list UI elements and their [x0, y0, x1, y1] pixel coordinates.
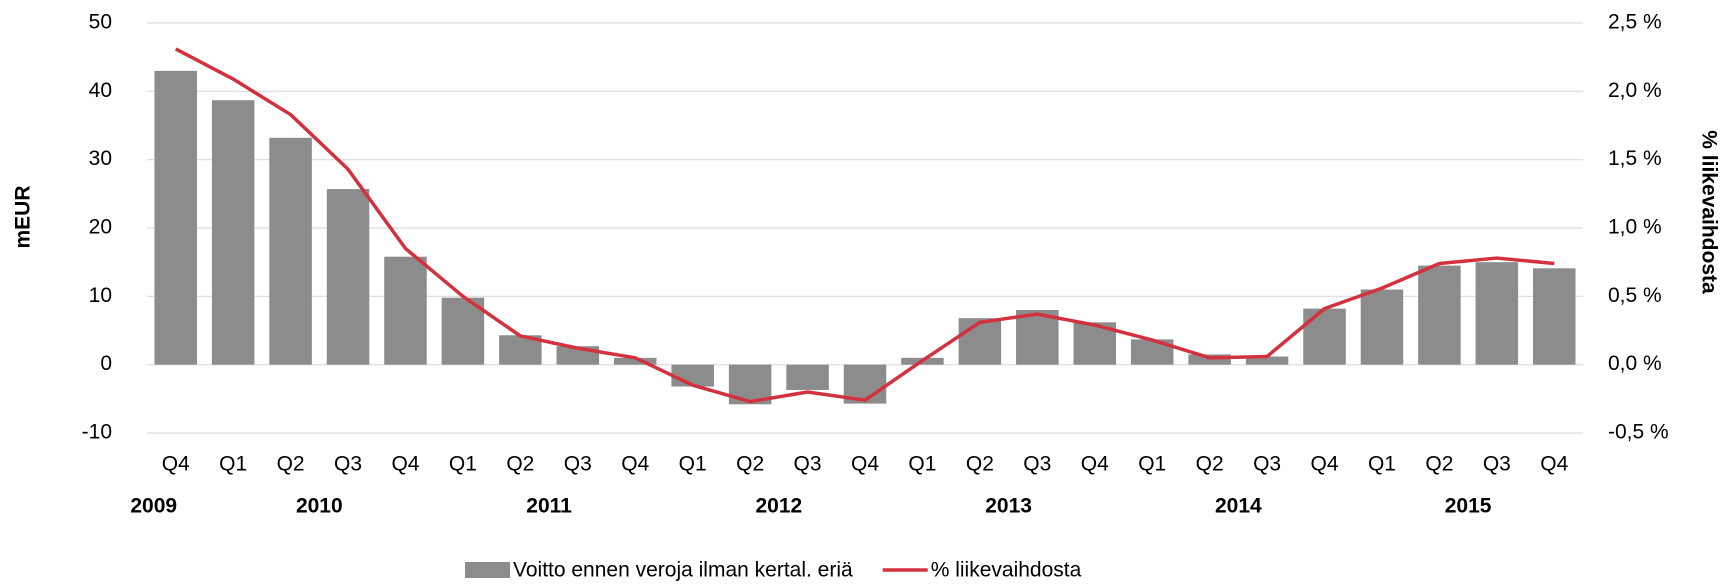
x-tick-label: Q2 — [506, 453, 534, 476]
y2-axis-title: % liikevaihdosta — [1697, 130, 1720, 294]
y2-tick-label: 0,5 % — [1608, 284, 1662, 307]
year-label: 2015 — [1445, 495, 1492, 518]
y-tick-label: 40 — [89, 79, 112, 102]
x-tick-label: Q1 — [219, 453, 247, 476]
x-tick-label: Q3 — [1483, 453, 1511, 476]
bar — [1303, 308, 1346, 365]
bar — [269, 137, 312, 365]
year-label: 2012 — [755, 495, 802, 518]
y2-tick-label: -0,5 % — [1608, 421, 1669, 444]
x-tick-label: Q1 — [908, 453, 936, 476]
x-tick-label: Q3 — [794, 453, 822, 476]
bar — [1245, 356, 1289, 365]
bar — [786, 364, 829, 390]
bar — [1360, 289, 1404, 365]
x-tick-label: Q2 — [277, 453, 305, 476]
x-tick-label: Q1 — [1138, 453, 1166, 476]
y2-tick-label: 1,0 % — [1608, 216, 1662, 239]
y2-tick-label: 1,5 % — [1608, 147, 1662, 170]
y2-tick-label: 2,0 % — [1608, 79, 1662, 102]
bar — [1418, 265, 1461, 365]
y2-tick-label: 0,0 % — [1608, 352, 1662, 375]
x-tick-label: Q4 — [1081, 453, 1109, 476]
year-label: 2013 — [985, 495, 1032, 518]
legend-label: % liikevaihdosta — [931, 559, 1082, 582]
x-tick-label: Q4 — [391, 453, 419, 476]
x-tick-label: Q1 — [449, 453, 477, 476]
legend-label: Voitto ennen veroja ilman kertal. eriä — [513, 559, 853, 582]
x-tick-label: Q2 — [1196, 453, 1224, 476]
x-tick-label: Q2 — [1425, 453, 1453, 476]
year-label: 2014 — [1215, 495, 1262, 518]
y-tick-label: 50 — [89, 11, 112, 34]
x-tick-label: Q1 — [679, 453, 707, 476]
bar — [613, 357, 657, 365]
bar — [1016, 310, 1059, 365]
x-tick-label: Q1 — [1368, 453, 1396, 476]
year-label: 2011 — [526, 495, 572, 518]
x-tick-label: Q4 — [162, 453, 190, 476]
y-tick-label: 20 — [89, 216, 112, 239]
x-tick-label: Q3 — [1253, 453, 1281, 476]
x-tick-label: Q3 — [564, 453, 592, 476]
bar — [1533, 268, 1576, 365]
x-tick-label: Q4 — [621, 453, 649, 476]
x-tick-label: Q4 — [1540, 453, 1568, 476]
x-tick-label: Q4 — [851, 453, 879, 476]
line — [174, 47, 1555, 404]
bar — [1475, 262, 1519, 365]
year-label: 2009 — [130, 495, 177, 518]
y-tick-label: 30 — [89, 147, 112, 170]
bar — [441, 297, 485, 365]
x-tick-label: Q3 — [334, 453, 362, 476]
y-tick-label: 0 — [100, 352, 112, 375]
bar — [384, 256, 427, 365]
x-tick-label: Q3 — [1023, 453, 1051, 476]
x-tick-label: Q2 — [966, 453, 994, 476]
y-axis-title: mEUR — [12, 185, 35, 248]
legend-swatch — [465, 562, 510, 578]
y-tick-label: -10 — [82, 421, 112, 444]
bar — [958, 318, 1002, 365]
x-tick-label: Q2 — [736, 453, 764, 476]
y-tick-label: 10 — [89, 284, 112, 307]
bar — [154, 70, 197, 365]
year-label: 2010 — [296, 495, 343, 518]
bar — [211, 100, 255, 365]
x-tick-label: Q4 — [1311, 453, 1339, 476]
bar — [326, 189, 370, 365]
y2-tick-label: 2,5 % — [1608, 11, 1662, 34]
